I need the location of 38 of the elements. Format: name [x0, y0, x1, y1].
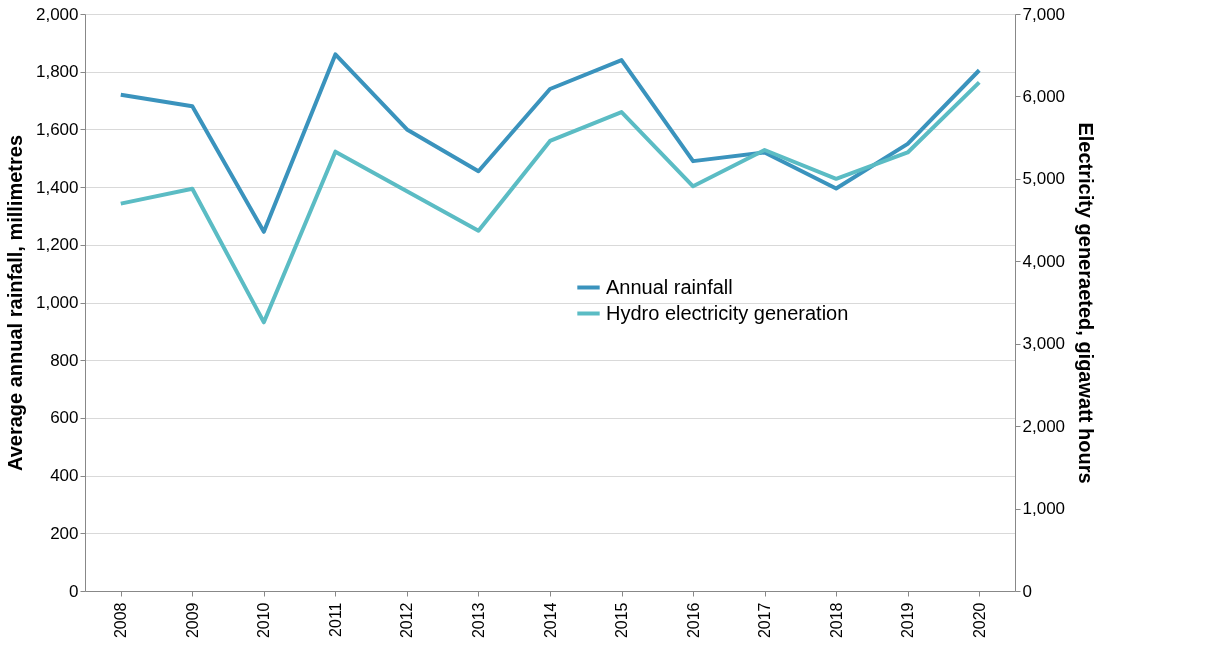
x-tick-label: 2014 — [541, 602, 559, 639]
x-tick-label: 2010 — [255, 602, 273, 639]
y2-axis-title: Electricity generaeted, gigawatt hours — [1075, 122, 1098, 484]
x-tick-label: 2012 — [398, 602, 416, 639]
y2-tick-label: 6,000 — [1022, 86, 1066, 106]
x-tick-label: 2013 — [469, 602, 487, 639]
x-tick-label: 2020 — [970, 602, 988, 639]
y2-tick-label: 1,000 — [1022, 499, 1066, 519]
y-tick-label: 1,600 — [35, 119, 79, 139]
y-tick-label: 1,400 — [35, 177, 79, 197]
x-tick-label: 2011 — [326, 602, 344, 637]
x-tick-label: 2015 — [613, 602, 631, 639]
y2-tick-label: 0 — [1022, 581, 1032, 601]
x-tick-label: 2016 — [684, 602, 702, 639]
y2-tick-label: 4,000 — [1022, 251, 1066, 271]
y-tick-label: 200 — [50, 523, 79, 543]
y-tick-label: 1,800 — [35, 62, 79, 82]
legend-label: Hydro electricity generation — [606, 301, 849, 324]
y-tick-label: 0 — [69, 581, 79, 601]
line-series — [118, 52, 982, 234]
line-series — [118, 80, 982, 325]
x-tick-label: 2009 — [183, 602, 201, 639]
y2-tick-label: 7,000 — [1022, 4, 1066, 24]
x-tick-label: 2018 — [827, 602, 845, 639]
y-tick-label: 400 — [50, 466, 79, 486]
y-tick-label: 2,000 — [35, 4, 79, 24]
y2-tick-label: 2,000 — [1022, 416, 1066, 436]
legend-label: Annual rainfall — [606, 275, 733, 298]
y-tick-label: 800 — [50, 350, 79, 370]
y-axis-title: Average annual rainfall, millimetres — [3, 134, 26, 472]
x-tick-label: 2008 — [112, 602, 130, 639]
y2-tick-label: 3,000 — [1022, 334, 1066, 354]
x-tick-label: 2017 — [756, 602, 774, 639]
y-tick-label: 1,000 — [35, 293, 79, 312]
y2-tick-label: 5,000 — [1022, 169, 1066, 189]
y-tick-label: 600 — [50, 408, 79, 428]
y-tick-label: 1,200 — [35, 235, 79, 255]
x-tick-label: 2019 — [899, 602, 917, 639]
